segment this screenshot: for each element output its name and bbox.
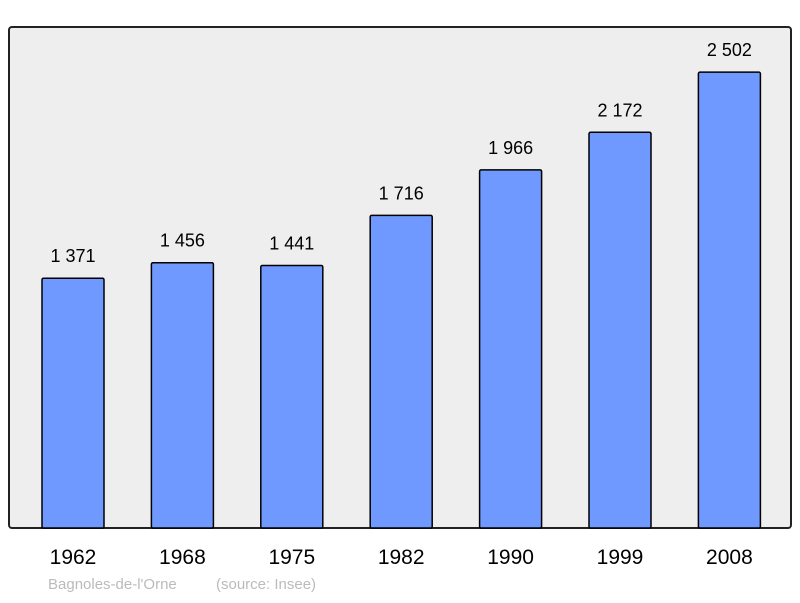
- x-tick-1962: 1962: [50, 546, 97, 569]
- x-tick-labels: 1962 1968 1975 1982 1990 1999 2008: [50, 546, 753, 569]
- footer-place: Bagnoles-de-l'Orne: [48, 576, 177, 593]
- data-label-1968: 1 456: [160, 231, 205, 251]
- x-tick-1999: 1999: [597, 546, 644, 569]
- bars: [41, 71, 762, 529]
- bar-1990: [478, 169, 543, 529]
- bar-1968: [150, 261, 215, 529]
- bar-1975: [260, 264, 324, 529]
- x-tick-1982: 1982: [378, 546, 425, 569]
- x-tick-2008: 2008: [706, 546, 753, 569]
- bar-1982: [369, 214, 433, 529]
- data-labels: 1 371 1 456 1 441 1 716 1 966 2 172 2 502: [50, 40, 751, 266]
- data-label-1982: 1 716: [379, 183, 424, 203]
- bar-2008: [697, 71, 762, 529]
- data-label-2008: 2 502: [707, 40, 752, 60]
- x-tick-1968: 1968: [159, 546, 206, 569]
- bar-1962: [41, 277, 105, 529]
- data-label-1975: 1 441: [269, 233, 314, 253]
- data-label-1999: 2 172: [597, 100, 642, 120]
- x-tick-1990: 1990: [487, 546, 534, 569]
- data-label-1962: 1 371: [50, 246, 95, 266]
- footer-source: (source: Insee): [216, 576, 316, 593]
- bar-1999: [588, 131, 652, 529]
- data-label-1990: 1 966: [488, 138, 533, 158]
- x-tick-1975: 1975: [268, 546, 315, 569]
